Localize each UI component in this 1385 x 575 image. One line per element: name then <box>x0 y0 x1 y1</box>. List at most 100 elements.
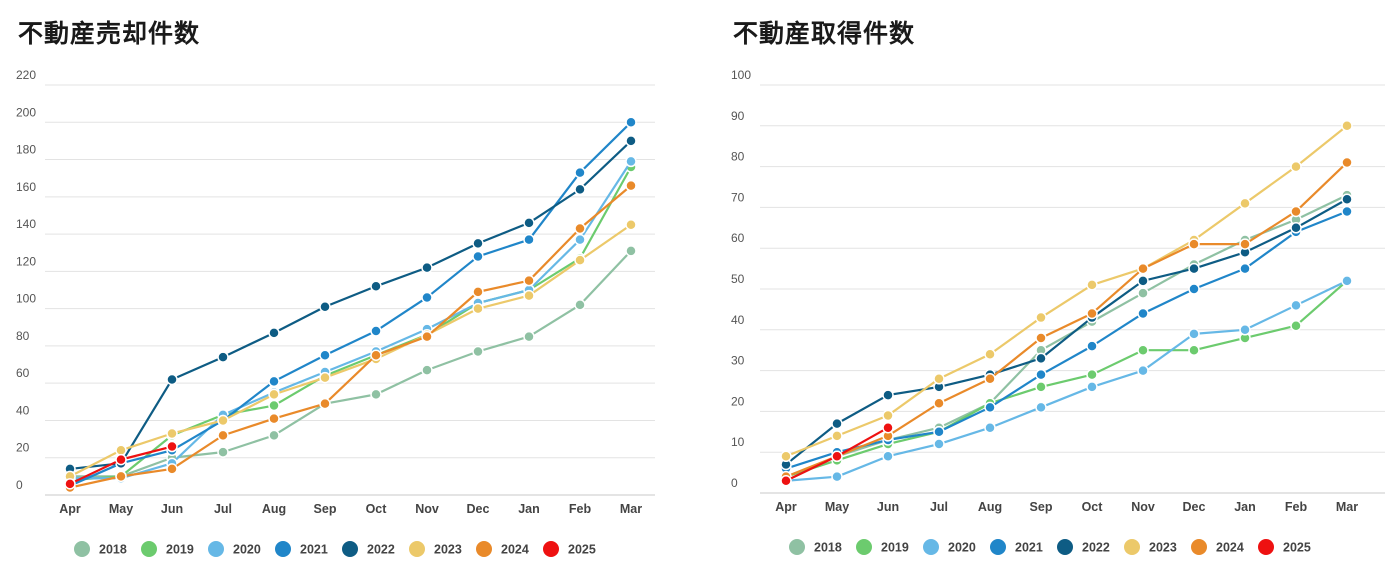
data-point <box>780 475 792 487</box>
legend: 2018 2019 2020 2021 2022 2023 2024 2025 <box>789 539 1311 555</box>
gridlines <box>45 84 655 496</box>
y-tick-label: 160 <box>16 180 36 194</box>
series-line <box>69 121 632 487</box>
y-tick-label: 10 <box>731 435 745 449</box>
legend-label: 2025 <box>1283 541 1311 555</box>
data-point <box>882 409 894 422</box>
y-axis: 0 10 20 30 40 50 60 70 80 90 100 <box>731 68 751 490</box>
legend-swatch <box>1124 539 1140 555</box>
data-point <box>1035 381 1047 393</box>
data-point <box>319 371 331 384</box>
data-point <box>882 389 894 401</box>
gridlines <box>760 84 1385 494</box>
x-tick-label: Dec <box>1183 500 1206 514</box>
legend-item-2019: 2019 <box>141 541 194 557</box>
data-point <box>268 375 280 388</box>
data-point <box>780 450 792 463</box>
legend-label: 2023 <box>434 543 462 557</box>
y-tick-label: 0 <box>731 476 738 490</box>
data-point <box>574 166 586 179</box>
series-line <box>69 166 632 482</box>
x-tick-label: Apr <box>59 502 81 516</box>
data-point <box>1137 287 1149 299</box>
legend-item-2020: 2020 <box>208 541 261 557</box>
legend-label: 2018 <box>814 541 842 555</box>
y-tick-label: 120 <box>16 254 36 268</box>
x-tick-label: May <box>825 500 849 514</box>
data-point <box>319 349 331 361</box>
data-point <box>831 470 843 483</box>
data-point <box>574 254 586 266</box>
legend-item-2022: 2022 <box>1057 539 1110 555</box>
data-point <box>1290 319 1302 332</box>
data-point <box>1188 238 1200 250</box>
x-axis: Apr May Jun Jul Aug Sep Oct Nov Dec Jan Feb Mar <box>775 500 1358 514</box>
data-point <box>1086 368 1098 381</box>
y-axis: 0 20 40 60 80 100 120 140 160 180 200 220 <box>16 68 36 492</box>
data-point <box>1188 262 1200 275</box>
y-tick-label: 60 <box>731 231 745 245</box>
data-point <box>933 397 945 409</box>
data-point <box>1341 120 1353 132</box>
x-tick-label: Apr <box>775 500 797 514</box>
data-point <box>1035 401 1047 414</box>
data-point <box>421 364 433 376</box>
legend-label: 2018 <box>99 543 127 557</box>
data-point <box>1239 262 1251 275</box>
chart-title: 不動産売却件数 <box>18 19 201 48</box>
data-point <box>984 348 996 361</box>
data-point <box>217 351 229 363</box>
data-point <box>268 399 280 412</box>
data-point <box>1035 352 1047 365</box>
data-point <box>1137 364 1149 377</box>
legend-label: 2021 <box>300 543 328 557</box>
x-tick-label: Sep <box>1030 500 1053 514</box>
data-point <box>268 388 280 401</box>
data-point <box>1086 381 1098 393</box>
legend-item-2021: 2021 <box>275 541 328 557</box>
legend-swatch <box>208 541 224 557</box>
x-tick-label: Jul <box>214 502 232 516</box>
legend-item-2023: 2023 <box>1124 539 1177 555</box>
data-point <box>625 245 637 257</box>
legend-swatch <box>1057 539 1073 555</box>
series-2024 <box>64 179 637 494</box>
x-tick-label: Jul <box>930 500 948 514</box>
legend-item-2018: 2018 <box>789 539 842 555</box>
legend-swatch <box>275 541 291 557</box>
series-2020 <box>780 275 1353 487</box>
x-axis: Apr May Jun Jul Aug Sep Oct Nov Dec Jan Feb Mar <box>59 502 642 516</box>
data-point <box>574 299 586 311</box>
y-tick-label: 40 <box>16 403 30 417</box>
data-point <box>115 453 127 466</box>
x-tick-label: Feb <box>569 502 592 516</box>
y-tick-label: 20 <box>16 441 30 455</box>
data-point <box>1188 328 1200 340</box>
data-point <box>1341 193 1353 205</box>
data-point <box>1035 332 1047 344</box>
chart-panel-acquisitions: 不動産取得件数 0 10 20 30 40 50 60 70 80 90 100 Apr May Jun J… <box>715 0 1385 575</box>
data-point <box>166 427 178 440</box>
data-point <box>523 233 535 246</box>
legend-swatch <box>923 539 939 555</box>
y-tick-label: 60 <box>16 366 30 380</box>
data-point <box>370 325 382 337</box>
y-tick-label: 80 <box>731 150 745 164</box>
data-point <box>1035 368 1047 381</box>
data-point <box>1086 307 1098 320</box>
x-tick-label: Nov <box>415 502 439 516</box>
x-tick-label: Jan <box>1234 500 1256 514</box>
series-line <box>785 280 1348 478</box>
series-line <box>70 160 632 480</box>
legend-swatch <box>141 541 157 557</box>
legend-label: 2020 <box>948 541 976 555</box>
data-point <box>523 274 535 287</box>
legend-label: 2024 <box>501 543 529 557</box>
x-tick-label: Nov <box>1131 500 1155 514</box>
legend-item-2024: 2024 <box>476 541 529 557</box>
chart-sales: 0 20 40 60 80 100 120 140 160 180 200 220 Apr May Jun J… <box>16 68 655 557</box>
y-tick-label: 80 <box>16 329 30 343</box>
y-tick-label: 50 <box>731 272 745 286</box>
series-line <box>69 223 632 478</box>
data-point <box>472 302 484 315</box>
